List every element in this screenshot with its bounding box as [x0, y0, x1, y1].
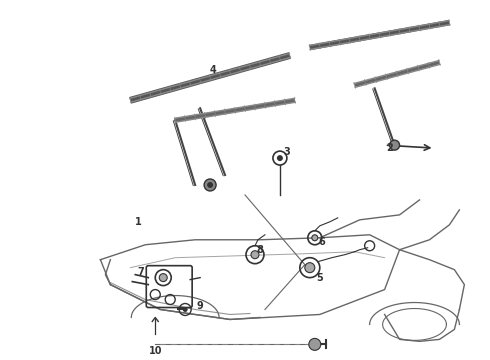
Text: 2: 2: [386, 143, 393, 153]
Circle shape: [309, 338, 321, 350]
Circle shape: [312, 235, 318, 241]
Text: 8: 8: [257, 245, 264, 255]
Circle shape: [183, 307, 188, 312]
Circle shape: [305, 263, 315, 273]
Circle shape: [207, 182, 213, 188]
Text: 7: 7: [137, 267, 144, 276]
Circle shape: [251, 251, 259, 259]
Circle shape: [277, 155, 283, 161]
Text: 1: 1: [135, 217, 142, 227]
Circle shape: [159, 274, 167, 282]
Text: 6: 6: [318, 237, 325, 247]
Circle shape: [390, 140, 399, 150]
Text: 9: 9: [197, 301, 203, 311]
Text: 4: 4: [210, 66, 217, 76]
Text: 5: 5: [317, 273, 323, 283]
Text: 3: 3: [284, 147, 290, 157]
Text: 10: 10: [148, 346, 162, 356]
Circle shape: [204, 179, 216, 191]
